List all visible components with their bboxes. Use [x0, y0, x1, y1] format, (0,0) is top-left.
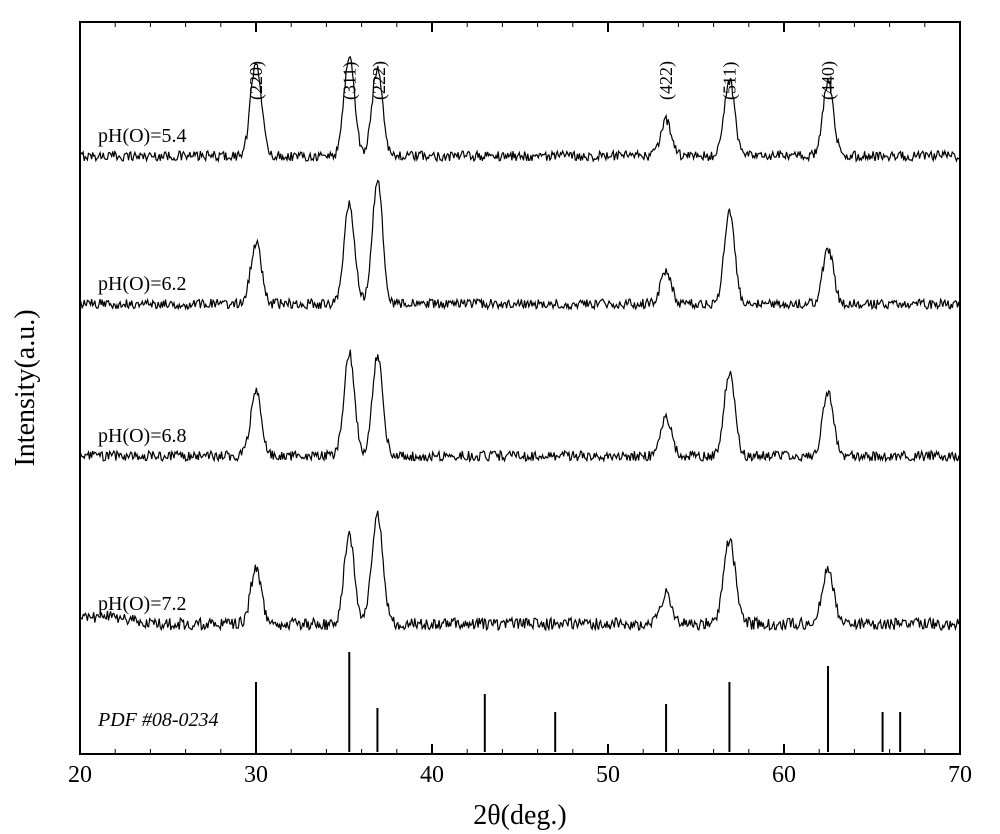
svg-text:pH(O)=5.4: pH(O)=5.4 [98, 125, 187, 147]
svg-text:pH(O)=6.8: pH(O)=6.8 [98, 425, 187, 447]
svg-text:(311): (311) [339, 62, 360, 100]
svg-text:60: 60 [772, 762, 796, 788]
svg-text:(222): (222) [369, 61, 390, 100]
svg-text:PDF #08-0234: PDF #08-0234 [97, 709, 219, 731]
svg-text:(511): (511) [719, 62, 740, 100]
svg-text:2θ(deg.): 2θ(deg.) [473, 800, 567, 831]
svg-text:(440): (440) [818, 61, 839, 100]
svg-text:30: 30 [244, 762, 268, 788]
svg-text:20: 20 [68, 762, 92, 788]
svg-text:(220): (220) [246, 61, 267, 100]
svg-text:(422): (422) [656, 61, 677, 100]
svg-text:pH(O)=7.2: pH(O)=7.2 [98, 593, 187, 615]
svg-text:50: 50 [596, 762, 620, 788]
svg-text:Intensity(a.u.): Intensity(a.u.) [10, 309, 41, 466]
svg-text:70: 70 [948, 762, 972, 788]
svg-text:pH(O)=6.2: pH(O)=6.2 [98, 273, 187, 295]
svg-text:40: 40 [420, 762, 444, 788]
chart-svg: 20 30 40 50 60 70 2θ(deg.) Intensity(a.u.) pH(O)… [0, 0, 1000, 834]
xrd-chart: 20 30 40 50 60 70 2θ(deg.) Intensity(a.u.) pH(O)… [0, 0, 1000, 834]
